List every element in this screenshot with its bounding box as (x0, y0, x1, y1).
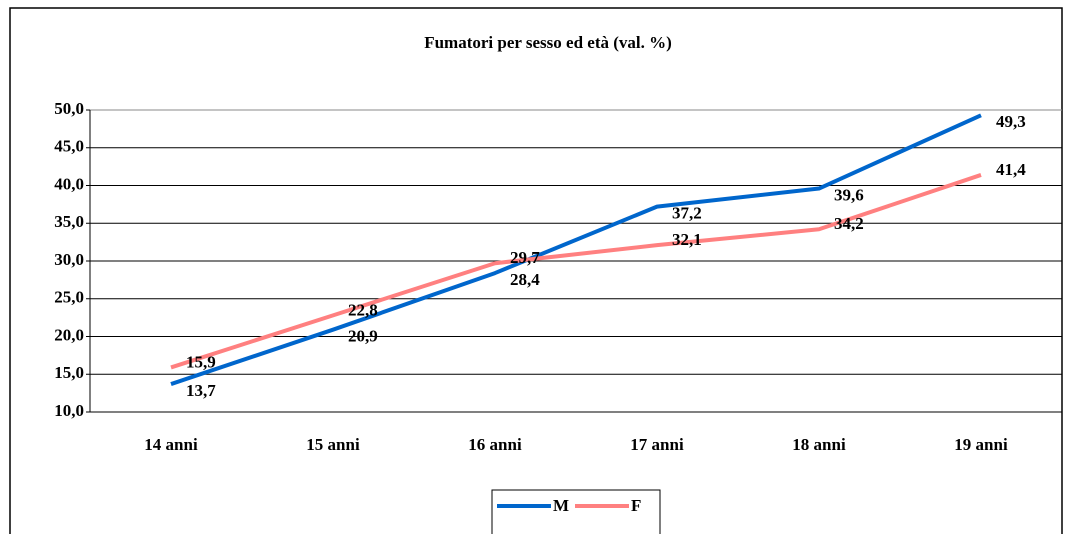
y-tick-label: 35,0 (54, 212, 84, 231)
data-label: 41,4 (996, 160, 1026, 179)
y-tick-label: 50,0 (54, 99, 84, 118)
y-tick-label: 45,0 (54, 137, 84, 156)
y-tick-label: 30,0 (54, 250, 84, 269)
line-series (170, 113, 982, 386)
x-tick-label: 14 anni (144, 435, 198, 454)
y-tick-label: 25,0 (54, 288, 84, 307)
x-tick-label: 16 anni (468, 435, 522, 454)
x-tick-label: 17 anni (630, 435, 684, 454)
data-label: 22,8 (348, 300, 378, 319)
data-label: 49,3 (996, 112, 1026, 131)
data-label: 20,9 (348, 327, 378, 346)
y-tick-label: 20,0 (54, 325, 84, 344)
y-tick-label: 15,0 (54, 363, 84, 382)
data-label: 32,1 (672, 230, 702, 249)
data-label: 15,9 (186, 352, 216, 371)
legend-box (491, 489, 661, 534)
chart-frame (9, 7, 1063, 534)
x-tick-label: 15 anni (306, 435, 360, 454)
x-tick-label: 18 anni (792, 435, 846, 454)
data-label: 29,7 (510, 248, 540, 267)
data-label: 34,2 (834, 214, 864, 233)
x-tick-label: 19 anni (954, 435, 1008, 454)
data-label: 28,4 (510, 270, 540, 289)
y-tick-label: 10,0 (54, 401, 84, 420)
legend-label: F (631, 496, 641, 515)
legend-label: M (553, 496, 569, 515)
y-tick-label: 40,0 (54, 174, 84, 193)
line-series (170, 173, 982, 370)
data-label: 37,2 (672, 204, 702, 223)
chart-title: Fumatori per sesso ed età (val. %) (424, 33, 672, 52)
data-label: 13,7 (186, 381, 216, 400)
data-label: 39,6 (834, 185, 864, 204)
